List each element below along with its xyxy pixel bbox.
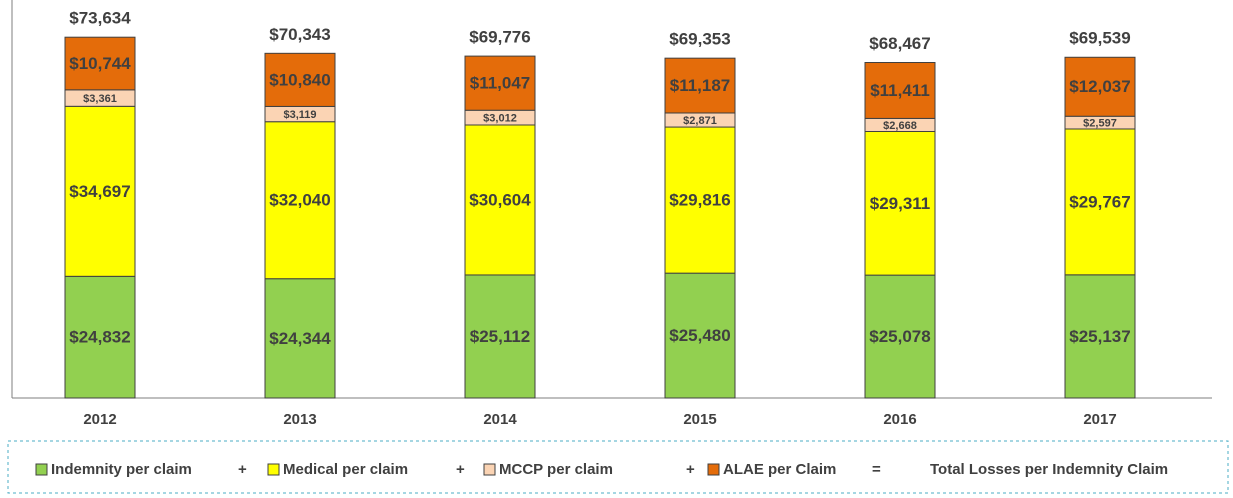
bar-segment <box>864 62 936 119</box>
data-label: $3,119 <box>283 109 316 121</box>
data-label: $30,604 <box>469 190 531 209</box>
data-label: $2,597 <box>1083 118 1117 130</box>
data-label: $10,840 <box>269 70 330 89</box>
legend-label: MCCP per claim <box>499 461 613 478</box>
bar-segment <box>1064 274 1136 399</box>
bar-segment <box>1064 56 1136 117</box>
data-label: $3,012 <box>483 113 517 125</box>
legend-label: Medical per claim <box>283 461 408 478</box>
bar-segment <box>664 126 736 274</box>
x-tick-label: 2013 <box>283 411 316 428</box>
total-label: $69,539 <box>1069 29 1130 48</box>
legend-swatch <box>35 463 48 476</box>
bar-segment <box>664 57 736 114</box>
data-label: $29,767 <box>1069 192 1130 211</box>
data-label: $29,816 <box>669 191 730 210</box>
legend-swatch <box>707 463 720 476</box>
legend-label: Indemnity per claim <box>51 461 192 478</box>
legend-label: ALAE per Claim <box>723 461 836 478</box>
total-label: $69,776 <box>469 28 530 47</box>
total-label: $69,353 <box>669 30 730 49</box>
data-label: $2,871 <box>683 115 717 127</box>
bar-segment <box>264 52 336 107</box>
data-label: $11,411 <box>870 81 930 100</box>
data-label: $3,361 <box>83 93 117 105</box>
legend-swatch <box>267 463 280 476</box>
bar-segment <box>864 274 936 399</box>
legend-operator: + <box>456 461 465 478</box>
legend-operator: = <box>872 461 881 478</box>
bar-segment <box>464 124 536 276</box>
data-label: $24,344 <box>269 329 331 348</box>
x-tick-label: 2016 <box>883 411 916 428</box>
bar-segment <box>464 55 536 111</box>
total-label: $68,467 <box>869 34 930 53</box>
x-tick-label: 2014 <box>483 411 517 428</box>
data-label: $2,668 <box>883 120 917 132</box>
bar-segment <box>64 36 136 91</box>
data-label: $25,137 <box>1069 327 1130 346</box>
data-label: $29,311 <box>870 194 931 213</box>
data-label: $25,078 <box>869 327 930 346</box>
legend-operator: + <box>686 461 695 478</box>
x-tick-label: 2017 <box>1083 411 1116 428</box>
total-label: $73,634 <box>69 9 131 28</box>
bar-segment <box>864 130 936 276</box>
total-label: $70,343 <box>269 25 330 44</box>
data-label: $25,112 <box>470 327 531 346</box>
bar-segment <box>664 272 736 399</box>
data-label: $34,697 <box>69 182 130 201</box>
x-tick-label: 2012 <box>83 411 116 428</box>
legend-operator: + <box>238 461 247 478</box>
bar-segment <box>64 275 136 399</box>
data-label: $11,047 <box>470 74 531 93</box>
x-tick-label: 2015 <box>683 411 716 428</box>
legend-swatch <box>483 463 496 476</box>
bar-segment <box>1064 128 1136 276</box>
data-label: $12,037 <box>1069 77 1130 96</box>
data-label: $25,480 <box>669 326 730 345</box>
data-label: $10,744 <box>69 54 131 73</box>
legend-label: Total Losses per Indemnity Claim <box>930 461 1168 478</box>
data-label: $11,187 <box>670 76 731 95</box>
data-label: $24,832 <box>69 328 130 347</box>
data-label: $32,040 <box>269 191 330 210</box>
